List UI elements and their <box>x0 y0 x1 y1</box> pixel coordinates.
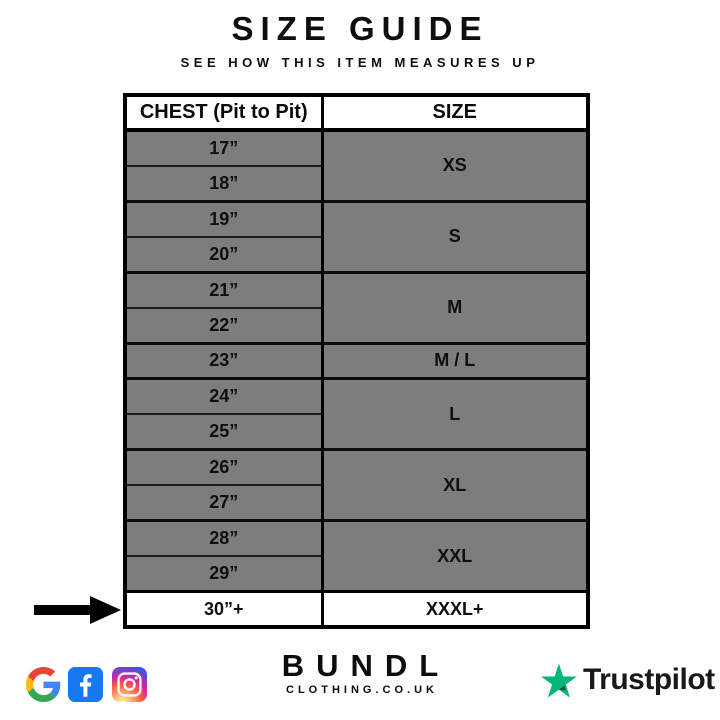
chest-cell: 26” <box>125 448 324 485</box>
size-cell: XXL <box>322 519 588 592</box>
chest-cell: 25” <box>125 413 324 450</box>
trustpilot-wordmark: Trustpilot <box>583 663 715 696</box>
table-row: 25” <box>125 413 588 450</box>
table-row: 23” M / L <box>125 341 588 379</box>
table-row: 28” XXL <box>125 519 588 592</box>
size-cell: S <box>322 199 588 272</box>
trustpilot-star-icon <box>541 662 577 698</box>
chest-cell: 17” <box>125 128 324 166</box>
trustpilot-logo: Trustpilot <box>541 662 715 698</box>
table-row: 17” XS <box>125 128 588 201</box>
size-cell: M / L <box>322 341 588 379</box>
google-icon <box>26 667 61 702</box>
table-row: 26” XL <box>125 448 588 521</box>
column-header-size: SIZE <box>322 95 588 132</box>
table-row: 21” M <box>125 270 588 343</box>
size-cell: M <box>322 270 588 343</box>
size-table: CHEST (Pit to Pit) SIZE 17” XS 18” 19” S… <box>123 93 590 629</box>
chest-cell: 27” <box>125 484 324 521</box>
size-cell: XXXL+ <box>322 590 588 627</box>
chest-cell: 20” <box>125 235 324 272</box>
chest-cell: 18” <box>125 164 324 201</box>
brand-logo: BUNDL CLOTHING.CO.UK <box>0 648 720 697</box>
chest-cell: 21” <box>125 270 324 308</box>
table-row: 27” <box>125 484 588 521</box>
column-header-chest: CHEST (Pit to Pit) <box>125 95 324 132</box>
table-row: 18” <box>125 164 588 201</box>
brand-name: BUNDL <box>281 648 451 683</box>
facebook-icon <box>68 667 103 702</box>
chest-cell: 19” <box>125 199 324 237</box>
chest-cell: 24” <box>125 377 324 414</box>
instagram-icon <box>112 667 147 702</box>
size-cell: L <box>322 377 588 450</box>
arrow-right-icon <box>34 596 121 624</box>
table-row: 24” L <box>125 377 588 450</box>
brand-domain: CLOTHING.CO.UK <box>286 684 438 696</box>
chest-cell: 23” <box>125 341 324 379</box>
page-title: SIZE GUIDE <box>231 10 489 47</box>
chest-cell: 28” <box>125 519 324 556</box>
size-cell: XL <box>322 448 588 521</box>
table-header-row: CHEST (Pit to Pit) SIZE <box>125 95 588 132</box>
size-cell: XS <box>322 128 588 201</box>
table-row: 29” <box>125 555 588 592</box>
page-subtitle: SEE HOW THIS ITEM MEASURES UP <box>180 55 540 70</box>
table-row: 20” <box>125 235 588 272</box>
table-row-highlighted: 30”+ XXXL+ <box>125 590 588 627</box>
table-row: 19” S <box>125 199 588 272</box>
table-row: 22” <box>125 306 588 343</box>
chest-cell: 22” <box>125 306 324 343</box>
chest-cell: 29” <box>125 555 324 592</box>
chest-cell: 30”+ <box>125 590 324 627</box>
